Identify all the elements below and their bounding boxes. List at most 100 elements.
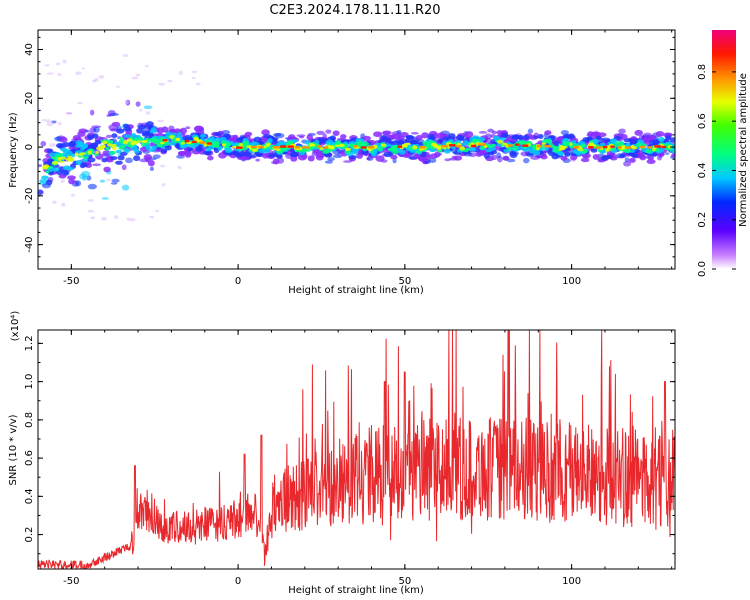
spectrogram-cell — [52, 200, 57, 204]
spectrogram-ridge-cell — [536, 145, 542, 148]
spectrogram-ridge-cell — [595, 146, 603, 149]
spectrogram-cell — [360, 149, 369, 155]
spectrogram-cell — [94, 77, 99, 82]
spectrogram-ridge-cell — [184, 139, 190, 143]
spectrogram-cell — [154, 209, 160, 212]
spectrogram-cell — [672, 148, 675, 152]
spectrogram-cell — [291, 151, 299, 158]
spectrogram-ridge-cell — [544, 144, 551, 148]
spectrogram-cell — [226, 142, 232, 147]
colorbar-ticks: 0.0 0.2 0.4 0.6 0.8 — [697, 64, 736, 277]
spectrogram-cell — [523, 157, 530, 164]
spectrogram-cell — [49, 152, 56, 157]
spectrogram-cell — [647, 155, 654, 161]
spectrogram-cell — [110, 182, 118, 185]
spectrogram-cell — [157, 119, 164, 123]
spectrogram-cell — [630, 144, 635, 149]
figure-title: C2E3.2024.178.11.11.R20 — [269, 3, 440, 18]
spectrogram-cell — [125, 157, 133, 164]
spectrogram-cell — [152, 154, 161, 159]
spectrogram-cell — [443, 148, 451, 154]
spectrogram-cell — [669, 137, 675, 143]
spectrogram-cell — [96, 146, 102, 151]
spectrogram-cell — [437, 146, 442, 151]
spectrogram-cell — [62, 165, 71, 170]
spectrogram-cell — [405, 135, 415, 140]
y-tick-label: 1.2 — [24, 335, 35, 351]
x-tick-label: 0 — [235, 276, 241, 287]
spectrogram-cell — [112, 146, 117, 151]
spectrogram-cell — [49, 143, 56, 148]
spectrogram-cell — [380, 143, 387, 147]
spectrogram-cell — [455, 134, 465, 141]
spectrogram-cell — [262, 152, 270, 159]
spectrogram-cell — [121, 164, 127, 171]
spectrogram-ridge-cell — [654, 145, 662, 148]
spectrogram-cell — [278, 141, 286, 146]
y-tick-label: 0 — [24, 144, 35, 150]
snr-series-line — [38, 330, 675, 569]
spectrogram-cell — [521, 140, 527, 145]
spectrogram-cell — [41, 175, 49, 180]
spectrogram-cell — [207, 155, 214, 161]
spectrogram-cell — [106, 178, 111, 182]
spectrogram-cell — [119, 151, 128, 156]
spectrogram-cell — [327, 157, 335, 162]
spectrogram-cell — [103, 166, 111, 173]
spectrogram-cell — [135, 73, 141, 77]
spectrogram-cell — [60, 179, 65, 183]
spectrogram-ridge-cell — [236, 146, 243, 149]
spectrogram-cell — [586, 136, 593, 142]
spectrogram-cell — [329, 145, 335, 150]
spectrogram-cell — [74, 152, 79, 157]
spectrogram-cell — [195, 146, 203, 152]
spectrogram-frame — [37, 29, 676, 270]
spectrogram-cell — [101, 216, 107, 221]
spectrogram-cell — [532, 150, 541, 156]
spectrogram-cell — [541, 142, 546, 145]
spectrogram-cell — [502, 142, 508, 146]
spectrogram-cell — [118, 146, 125, 150]
spectrogram-cell — [80, 170, 91, 178]
spectrogram-cell — [185, 126, 191, 130]
spectrogram-cell — [41, 118, 46, 122]
spectrogram-cell — [133, 155, 141, 162]
spectrogram-cell — [444, 158, 451, 162]
spectrogram-cell — [123, 147, 129, 152]
spectrogram-cell — [306, 134, 314, 141]
spectrogram-cell — [280, 147, 287, 152]
x-tick-label: 50 — [398, 276, 411, 287]
spectrogram-cell — [48, 171, 54, 176]
spectrogram-cell — [151, 138, 159, 143]
spectrogram-cell — [77, 141, 85, 147]
spectrogram-cell — [496, 142, 503, 147]
spectrogram-cell — [122, 54, 129, 58]
spectrogram-cell — [544, 130, 552, 136]
spectrogram-ridge-cell — [294, 146, 300, 149]
spectrogram-ridge-cell — [573, 145, 580, 149]
spectrogram-cell — [195, 82, 201, 86]
spectrogram-cell — [177, 150, 186, 157]
spectrogram-cell — [81, 67, 86, 70]
spectrogram-cell — [274, 132, 285, 139]
spectrogram-cell — [231, 145, 237, 149]
spectrogram-ridge-cell — [639, 145, 645, 149]
spectrogram-cell — [658, 136, 665, 143]
spectrogram-cell — [214, 137, 221, 143]
spectrogram-cell — [634, 129, 644, 136]
spectrogram-cell — [110, 156, 118, 161]
y-tick-label: 0.8 — [24, 412, 35, 428]
spectrogram-cell — [111, 133, 118, 139]
spectrogram-ridge-cell — [507, 144, 513, 147]
spectrogram-cell — [89, 109, 95, 116]
x-tick-label: -50 — [63, 276, 79, 287]
spectrogram-ridge-cell — [287, 145, 294, 148]
y-tick-label: -40 — [24, 236, 35, 252]
spectrogram-cell — [204, 139, 212, 143]
spectrogram-cell — [180, 127, 187, 135]
spectrogram-cell — [429, 153, 439, 159]
spectrogram-cell — [496, 152, 502, 159]
spectrogram-cell — [345, 147, 349, 152]
spectrogram-cell — [580, 157, 590, 163]
spectrogram-panel: -50 0 50 100 40 20 0 -20 -40 Height of straight … — [8, 29, 676, 296]
